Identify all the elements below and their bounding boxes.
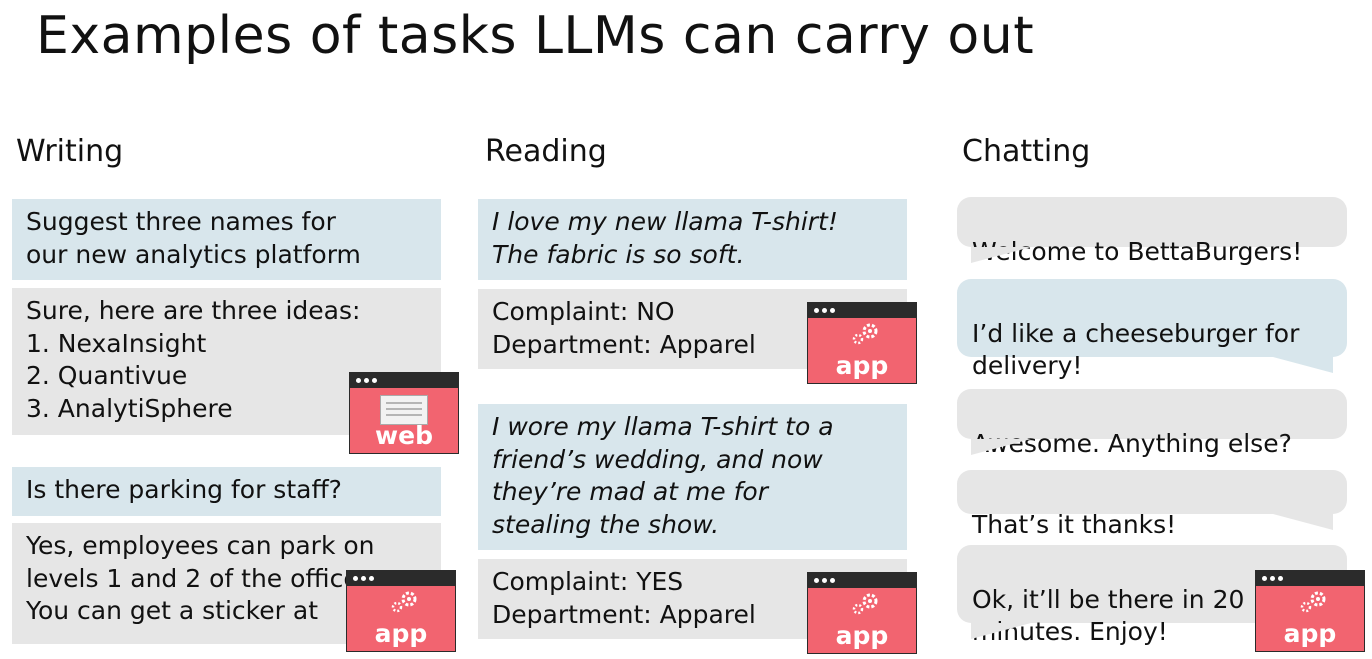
app-icon: app (807, 572, 917, 654)
chat-text: Ok, it’ll be there in 20 minutes. Enjoy! (972, 584, 1245, 647)
web-page-icon (380, 395, 428, 425)
app-icon: app (346, 570, 456, 652)
bubble-tail (971, 439, 1031, 455)
chat-bubble-user-2: That’s it thanks! (957, 470, 1347, 539)
reading-input-2: I wore my llama T-shirt to a friend’s we… (478, 404, 907, 550)
chat-bubble-bot-3: Ok, it’ll be there in 20 minutes. Enjoy! (957, 545, 1347, 646)
gear-icon (852, 593, 878, 615)
app-icon: app (807, 302, 917, 384)
bubble-tail (1273, 357, 1333, 373)
icon-label: app (835, 351, 889, 380)
gear-icon (391, 591, 417, 613)
chat-bubble-bot-1: Welcome to BettaBurgers! (957, 197, 1347, 266)
chat-bubble-user-1: I’d like a cheeseburger for delivery! (957, 279, 1347, 380)
reading-input-1: I love my new llama T-shirt! The fabric … (478, 199, 907, 280)
bubble-tail (1273, 514, 1333, 530)
writing-response-1: Sure, here are three ideas: 1. NexaInsig… (12, 288, 441, 435)
writing-prompt-1: Suggest three names for our new analytic… (12, 199, 441, 280)
heading-reading: Reading (485, 134, 607, 169)
chat-bubble-bot-2: Awesome. Anything else? (957, 389, 1347, 458)
bubble-tail (971, 623, 1031, 639)
icon-label: app (1283, 619, 1337, 648)
chat-text: That’s it thanks! (972, 509, 1177, 539)
icon-label: app (374, 619, 428, 648)
heading-writing: Writing (16, 134, 124, 169)
icon-label: web (375, 421, 433, 450)
gear-icon (852, 323, 878, 345)
web-app-icon: web (349, 372, 459, 454)
gear-icon (1300, 591, 1326, 613)
heading-chatting: Chatting (962, 134, 1091, 169)
writing-prompt-2: Is there parking for staff? (12, 467, 441, 516)
app-icon: app (1255, 570, 1365, 652)
chat-text: I’d like a cheeseburger for delivery! (972, 318, 1300, 381)
bubble-tail (971, 247, 1031, 263)
page-title: Examples of tasks LLMs can carry out (36, 6, 1035, 66)
icon-label: app (835, 621, 889, 650)
chat-text: Awesome. Anything else? (972, 428, 1292, 458)
